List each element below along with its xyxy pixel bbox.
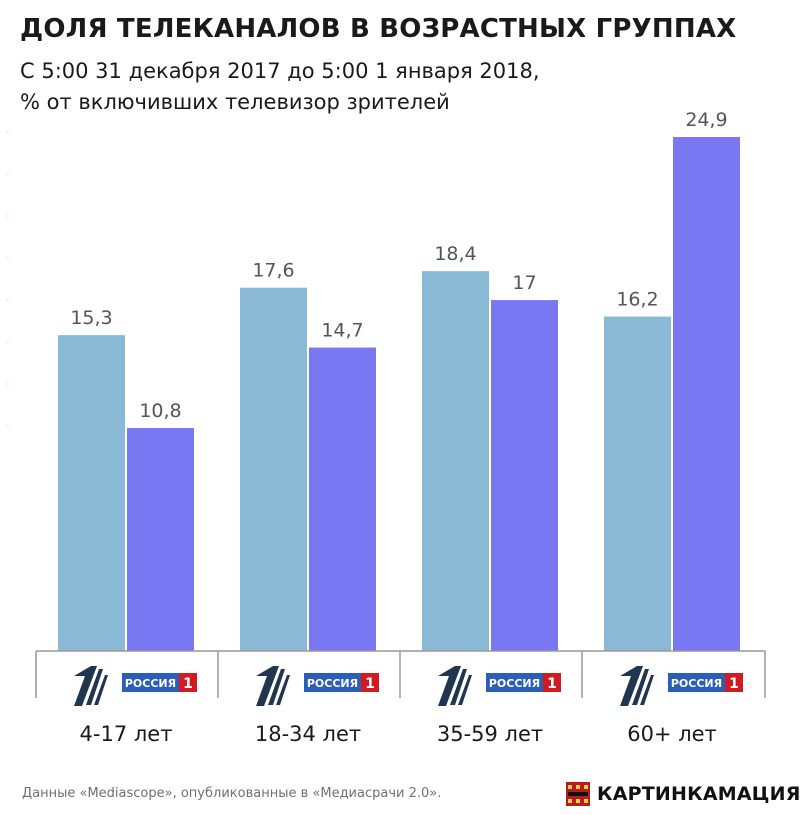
channel-one-logo-stroke xyxy=(640,675,654,705)
bar-channel-one-1 xyxy=(58,335,125,651)
russia-one-logo-digit-box xyxy=(361,673,379,692)
bar-value-label: 15,3 xyxy=(70,307,112,329)
bar-value-label: 17,6 xyxy=(252,260,294,282)
russia-one-logo-box xyxy=(122,673,179,692)
russia-one-logo-digit-box xyxy=(725,673,743,692)
category-label: 35-59 лет xyxy=(437,722,543,746)
channel-one-logo-stroke xyxy=(268,669,285,705)
category-label: 18-34 лет xyxy=(255,722,361,746)
channel-one-logo-stroke xyxy=(458,675,472,705)
bar-russia-one-4 xyxy=(673,137,740,651)
channel-one-logo-stroke xyxy=(86,669,103,705)
russia-one-logo: РОССИЯ 1 xyxy=(122,673,197,692)
russia-one-logo-word: РОССИЯ xyxy=(671,677,722,690)
russia-one-logo-box xyxy=(304,673,361,692)
channel-one-logo-stroke xyxy=(256,666,279,706)
russia-one-logo-digit-box xyxy=(179,673,197,692)
channel-one-logo-icon xyxy=(438,666,472,706)
channel-one-logo-stroke xyxy=(450,669,467,705)
bar-russia-one-2 xyxy=(309,347,376,651)
channel-one-logo-icon xyxy=(256,666,290,706)
russia-one-logo-box xyxy=(486,673,543,692)
russia-one-logo-digit: 1 xyxy=(365,676,375,692)
chart-title: ДОЛЯ ТЕЛЕКАНАЛОВ В ВОЗРАСТНЫХ ГРУППАХ xyxy=(20,14,737,44)
channel-one-logo-stroke xyxy=(438,666,461,706)
bar-russia-one-1 xyxy=(127,428,194,651)
channel-one-logo-stroke xyxy=(632,669,649,705)
russia-one-logo-digit: 1 xyxy=(547,676,557,692)
brand-name: КАРТИНКАМАЦИЯ xyxy=(597,783,800,805)
bar-value-label: 10,8 xyxy=(139,400,181,422)
russia-one-logo-digit-box xyxy=(543,673,561,692)
russia-one-logo-word: РОССИЯ xyxy=(489,677,540,690)
bar-value-label: 18,4 xyxy=(434,243,476,265)
russia-one-logo-digit: 1 xyxy=(729,676,739,692)
russia-one-logo-box xyxy=(668,673,725,692)
bar-channel-one-3 xyxy=(422,271,489,651)
russia-one-logo: РОССИЯ 1 xyxy=(304,673,379,692)
bar-value-label: 14,7 xyxy=(321,320,363,342)
channel-one-logo-stroke xyxy=(620,666,643,706)
russia-one-logo-digit: 1 xyxy=(183,676,193,692)
channel-one-logo-icon xyxy=(620,666,654,706)
bar-russia-one-3 xyxy=(491,300,558,651)
russia-one-logo-word: РОССИЯ xyxy=(125,677,176,690)
russia-one-logo: РОССИЯ 1 xyxy=(486,673,561,692)
category-label: 60+ лет xyxy=(627,722,717,746)
russia-one-logo-word: РОССИЯ xyxy=(307,677,358,690)
channel-one-logo-stroke xyxy=(276,675,290,705)
channel-one-logo-icon xyxy=(74,666,108,706)
footer-source-note: Данные «Mediascope», опубликованные в «М… xyxy=(22,786,442,801)
bar-channel-one-4 xyxy=(604,316,671,651)
russia-one-logo: РОССИЯ 1 xyxy=(668,673,743,692)
bar-channel-one-2 xyxy=(240,287,307,651)
bar-value-label: 24,9 xyxy=(685,109,727,131)
brand-film-icon xyxy=(566,782,590,806)
chart-subtitle: С 5:00 31 декабря 2017 до 5:00 1 января … xyxy=(20,56,540,118)
channel-one-logo-stroke xyxy=(94,675,108,705)
bar-value-label: 17 xyxy=(512,272,536,294)
brand-logo: КАРТИНКАМАЦИЯ xyxy=(566,782,800,806)
category-label: 4-17 лет xyxy=(80,722,173,746)
bar-value-label: 16,2 xyxy=(616,289,658,311)
subtitle-line-2: % от включивших телевизор зрителей xyxy=(20,90,450,114)
channel-one-logo-stroke xyxy=(74,666,97,706)
subtitle-line-1: С 5:00 31 декабря 2017 до 5:00 1 января … xyxy=(20,59,540,83)
